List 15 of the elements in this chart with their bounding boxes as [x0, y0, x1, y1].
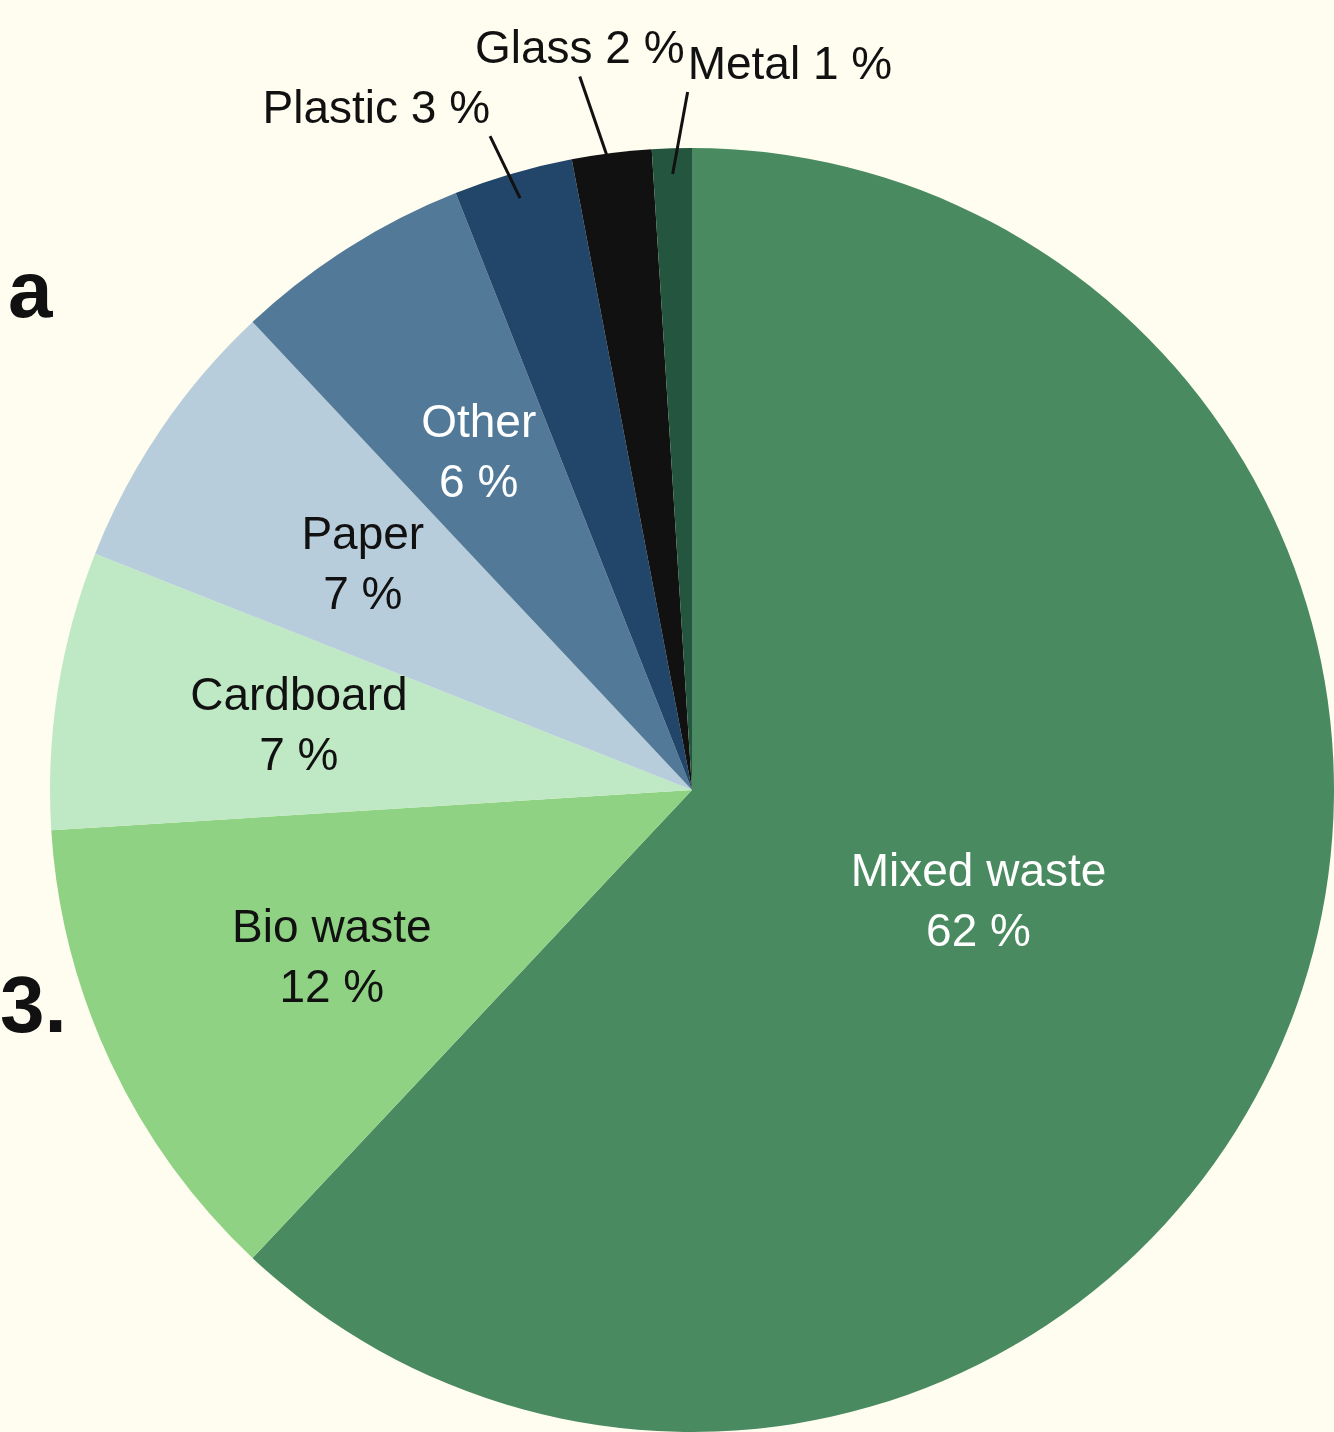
data-label: 62 % — [926, 904, 1031, 957]
slice-label: Plastic 3 % — [262, 80, 491, 133]
data-label: 7 % — [323, 566, 403, 619]
slice-label: Cardboard — [190, 668, 408, 721]
data-label: 12 % — [279, 960, 385, 1013]
data-label: 7 % — [259, 728, 339, 781]
slice-label: Other — [421, 394, 537, 447]
slice-label: Glass 2 % — [474, 21, 685, 74]
text: 3. — [0, 959, 67, 1051]
slice-label: Bio waste — [232, 900, 432, 953]
slice-label: Metal 1 % — [687, 36, 893, 89]
slice-label: Paper — [301, 506, 425, 559]
slice-label: Mixed waste — [850, 844, 1107, 897]
text: a — [8, 244, 53, 336]
data-label: 6 % — [439, 454, 519, 507]
